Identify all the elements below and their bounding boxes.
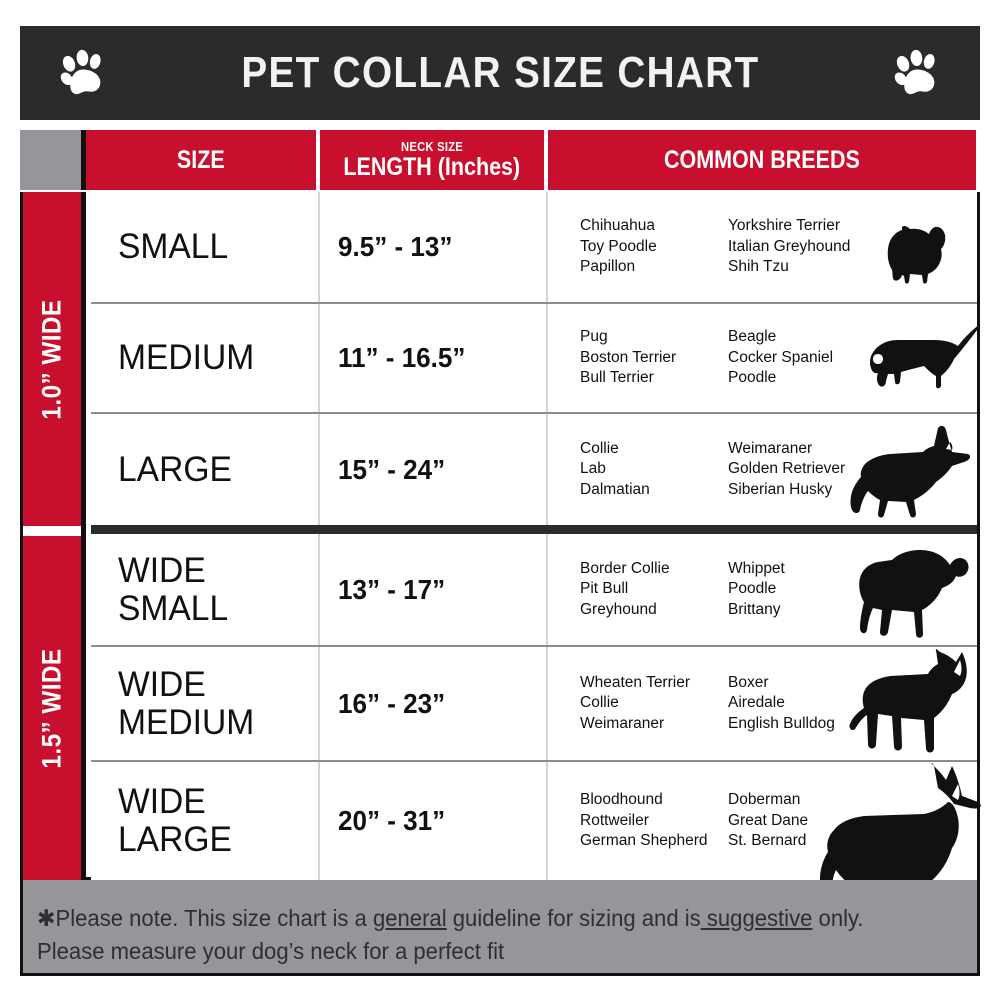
page-title: PET COLLAR SIZE CHART [240,48,760,97]
footer-note-text: ✱Please note. This size chart is a gener… [37,902,939,969]
width-group-1-inch-label: 1.0” WIDE [36,298,67,420]
row-breeds-cell: Border Collie Pit Bull Greyhound Whippet… [548,534,977,645]
row-breeds-column-2: Weimaraner Golden Retriever Siberian Hus… [728,439,846,498]
row-size-cell: WIDE LARGE [91,762,320,880]
row-size-cell: WIDE MEDIUM [91,647,320,760]
column-header-corner [20,130,86,190]
table-column-headers: SIZE NECK SIZE LENGTH (Inches) COMMON BR… [20,130,980,190]
row-breeds-column-2: Boxer Airedale English Bulldog [728,673,835,732]
footer-line1-part3: only. [812,905,864,931]
column-header-length: NECK SIZE LENGTH (Inches) [320,130,548,190]
row-length-value: 16” - 23” [338,687,446,719]
table-row: LARGE 15” - 24” Collie Lab Dalmatian Wei… [91,412,977,525]
footer-underline-suggestive: suggestive [700,905,813,931]
row-breeds-column-1: Collie Lab Dalmatian [580,439,650,498]
table-row: MEDIUM 11” - 16.5” Pug Boston Terrier Bu… [91,302,977,412]
row-breeds-column-1: Bloodhound Rottweiler German Shepherd [580,791,708,850]
row-breeds-column-1: Pug Boston Terrier Bull Terrier [580,328,677,387]
row-length-cell: 20” - 31” [320,762,548,880]
row-breeds-cell: Bloodhound Rottweiler German Shepherd Do… [548,762,977,880]
row-breeds-cell: Chihuahua Toy Poodle Papillon Yorkshire … [548,192,977,302]
column-header-size: SIZE [86,130,320,190]
footer-line1-part1: ✱Please note. This size chart is a [37,905,373,931]
row-breeds-column-2: Whippet Poodle Brittany [728,559,785,618]
row-size-label: WIDE MEDIUM [118,664,255,742]
row-length-cell: 16” - 23” [320,647,548,760]
row-breeds-cell: Pug Boston Terrier Bull Terrier Beagle C… [548,304,977,412]
footer-underline-general: general [372,905,447,931]
row-size-label: MEDIUM [118,338,255,378]
row-size-label: WIDE LARGE [118,782,232,859]
row-breeds-column-1: Border Collie Pit Bull Greyhound [580,559,670,618]
row-breeds-cell: Collie Lab Dalmatian Weimaraner Golden R… [548,414,977,525]
row-size-cell: LARGE [91,414,320,525]
table-row: WIDE SMALL 13” - 17” Border Collie Pit B… [91,525,977,645]
table-row: WIDE LARGE 20” - 31” Bloodhound Rottweil… [91,760,977,880]
row-size-cell: SMALL [91,192,320,302]
width-group-1-inch: 1.0” WIDE [23,192,81,526]
table-row: SMALL 9.5” - 13” Chihuahua Toy Poodle Pa… [91,192,977,302]
table-rows: SMALL 9.5” - 13” Chihuahua Toy Poodle Pa… [91,192,977,880]
row-length-value: 9.5” - 13” [338,231,453,262]
row-size-label: WIDE SMALL [118,550,229,628]
width-group-rail: 1.0” WIDE 1.5” WIDE [23,192,86,880]
column-header-length-sublabel: NECK SIZE [401,139,463,155]
row-size-label: SMALL [118,227,229,267]
row-breeds-column-1: Chihuahua Toy Poodle Papillon [580,217,657,276]
column-header-length-label: LENGTH (Inches) [343,152,521,181]
row-length-value: 11” - 16.5” [338,342,466,373]
row-breeds-column-2: Doberman Great Dane St. Bernard [728,791,809,850]
row-length-value: 15” - 24” [338,453,446,485]
paw-print-icon [54,44,112,102]
width-group-1point5-inch: 1.5” WIDE [23,536,81,880]
row-breeds-column-1: Wheaten Terrier Collie Weimaraner [580,673,690,732]
row-size-cell: MEDIUM [91,304,320,412]
row-length-cell: 9.5” - 13” [320,192,548,302]
row-length-value: 20” - 31” [338,805,446,836]
row-breeds-cell: Wheaten Terrier Collie Weimaraner Boxer … [548,647,977,760]
column-header-size-label: SIZE [177,145,225,174]
row-breeds-column-2: Yorkshire Terrier Italian Greyhound Shih… [728,217,851,276]
row-size-cell: WIDE SMALL [91,534,320,645]
row-length-cell: 13” - 17” [320,534,548,645]
column-header-breeds: COMMON BREEDS [548,130,976,190]
row-length-cell: 15” - 24” [320,414,548,525]
column-header-breeds-label: COMMON BREEDS [664,145,860,174]
row-length-value: 13” - 17” [338,573,446,605]
row-length-cell: 11” - 16.5” [320,304,548,412]
footer-line1-part2: guideline for sizing and is [446,905,701,931]
footer-line2: Please measure your dog’s neck for a per… [37,938,505,965]
table-row: WIDE MEDIUM 16” - 23” Wheaten Terrier Co… [91,645,977,760]
paw-print-icon [888,44,946,102]
row-size-label: LARGE [118,449,232,489]
chart-header: PET COLLAR SIZE CHART [20,26,980,120]
row-breeds-column-2: Beagle Cocker Spaniel Poodle [728,328,834,387]
width-group-1point5-inch-label: 1.5” WIDE [36,647,67,769]
table-body: 1.0” WIDE 1.5” WIDE SMALL 9.5” - 13” Chi… [20,192,980,880]
footer-note: ✱Please note. This size chart is a gener… [20,880,980,976]
